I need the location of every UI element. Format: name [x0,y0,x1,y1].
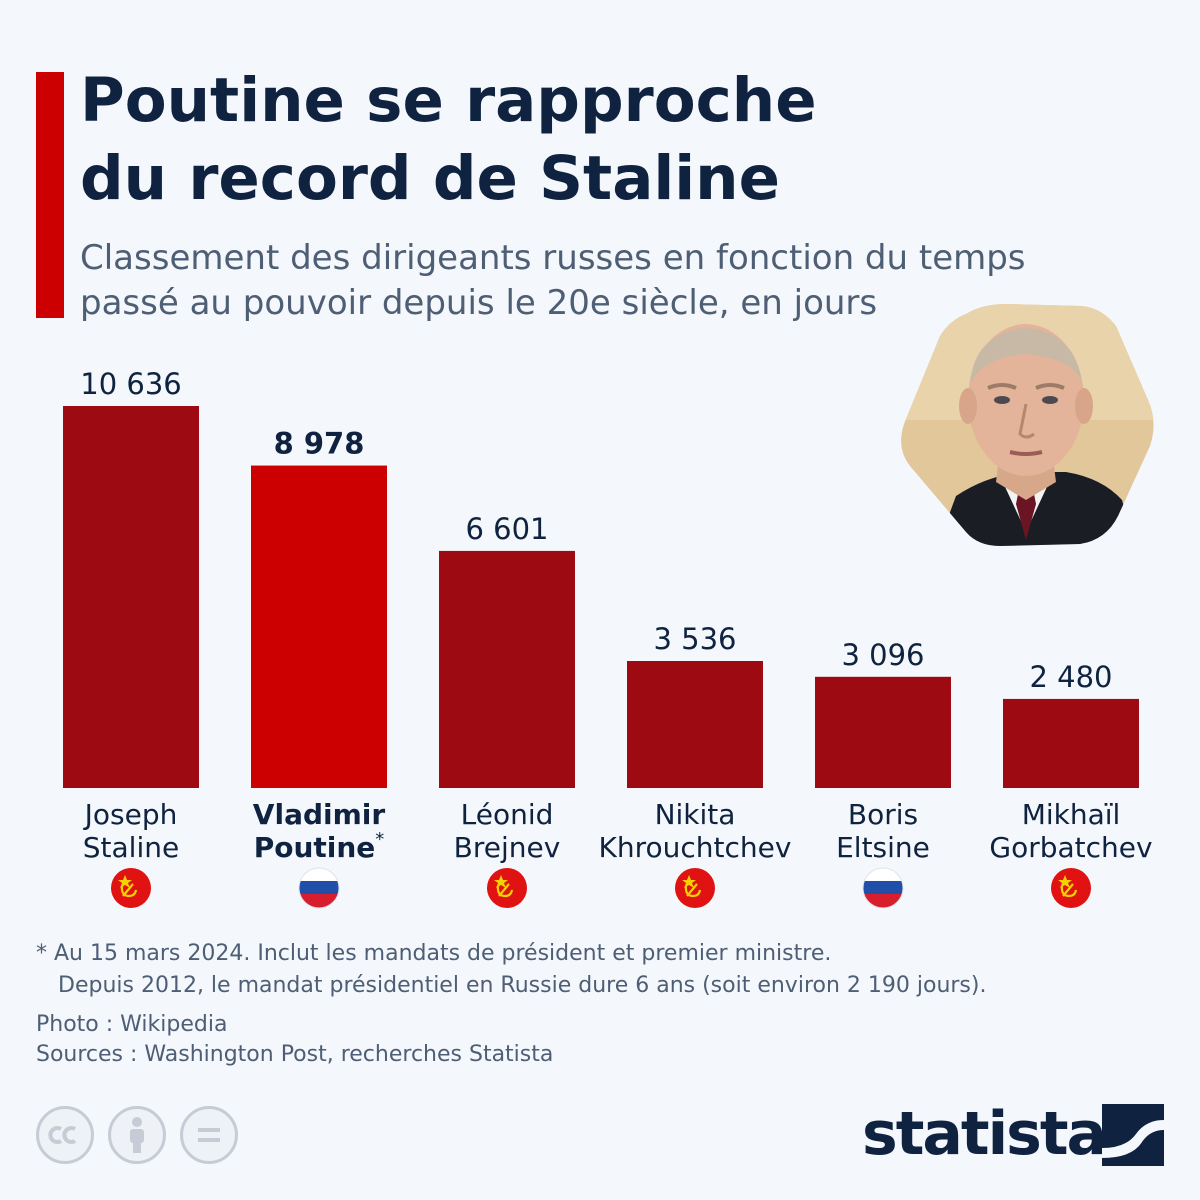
category-label: Gorbatchev [989,831,1152,864]
value-label: 10 636 [80,367,181,401]
bar [439,550,575,788]
value-label: 8 978 [274,427,365,461]
russia-flag-icon [298,867,340,909]
value-label: 3 096 [841,638,924,672]
value-label: 6 601 [465,512,548,546]
footnote: * Au 15 mars 2024. Inclut les mandats de… [36,938,1156,1002]
value-label: 3 536 [653,622,736,656]
credits: Photo : Wikipedia Sources : Washington P… [36,1010,836,1070]
category-label: Boris [848,798,918,831]
no-derivatives-icon[interactable] [180,1106,238,1164]
no-derivatives-icon-graphic [198,1128,220,1142]
license-icons [36,1106,256,1166]
ussr-flag-icon [111,868,151,908]
statista-logo[interactable]: statista [862,1098,1166,1170]
sources-credit: Sources : Washington Post, recherches St… [36,1042,554,1067]
cc-icon-graphic [48,1126,77,1144]
portrait-graphic [901,304,1154,546]
bar [251,465,387,788]
category-label: Vladimir [253,798,386,831]
category-label: Eltsine [836,831,930,864]
category-label: Mikhaïl [1022,798,1121,831]
footnote-marker: * [375,829,384,850]
attribution-icon[interactable] [108,1106,166,1164]
title-line: Poutine se rapproche [80,65,817,136]
photo-credit: Photo : Wikipedia [36,1012,228,1037]
putin-portrait-icon [896,300,1158,550]
ussr-flag-icon [487,868,527,908]
page-subtitle: Classement des dirigeants russes en fonc… [80,236,1140,326]
bar [1003,698,1139,788]
statista-logo-icon [1102,1104,1164,1166]
attribution-icon-graphic [130,1117,144,1153]
bar [627,661,763,788]
category-label: Brejnev [454,831,561,864]
category-label: Staline [83,831,179,864]
cc-icon[interactable] [36,1106,94,1164]
logo-text: statista [862,1099,1107,1169]
category-label: Nikita [655,798,736,831]
category-label: Khrouchtchev [599,831,792,864]
bar [63,406,199,788]
subtitle-line: passé au pouvoir depuis le 20e siècle, e… [80,283,878,323]
title-line: du record de Staline [80,143,780,214]
ussr-flag-icon [1051,868,1091,908]
category-label: Léonid [461,798,554,831]
subtitle-line: Classement des dirigeants russes en fonc… [80,238,1026,278]
bar [815,676,951,788]
footnote-line: Depuis 2012, le mandat présidentiel en R… [58,973,987,998]
category-label: Poutine* [254,829,385,864]
value-label: 2 480 [1029,660,1112,694]
footnote-line: * Au 15 mars 2024. Inclut les mandats de… [36,941,832,966]
title-accent-bar [36,72,64,318]
page-title: Poutine se rapproche du record de Stalin… [80,62,1080,218]
russia-flag-icon [862,867,904,909]
ussr-flag-icon [675,868,715,908]
category-label: Joseph [83,798,178,831]
